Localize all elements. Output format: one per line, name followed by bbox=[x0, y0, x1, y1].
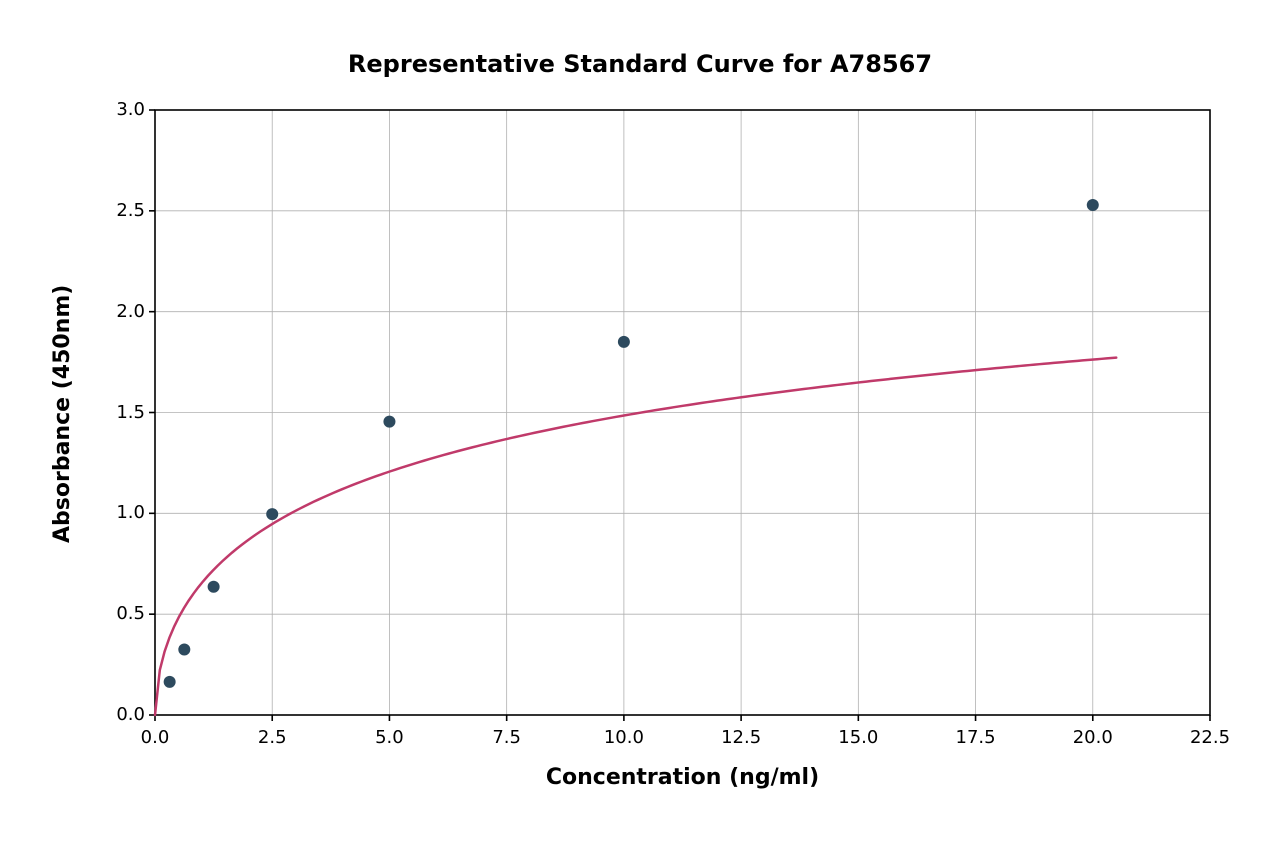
ytick-label: 0.5 bbox=[100, 603, 145, 624]
xtick-label: 20.0 bbox=[1068, 727, 1118, 748]
ytick-label: 1.5 bbox=[100, 402, 145, 423]
data-point bbox=[178, 643, 190, 655]
xtick-label: 15.0 bbox=[833, 727, 883, 748]
ytick-label: 2.0 bbox=[100, 301, 145, 322]
x-axis-label: Concentration (ng/ml) bbox=[155, 765, 1210, 790]
data-point bbox=[164, 676, 176, 688]
chart-svg bbox=[0, 0, 1280, 845]
xtick-label: 7.5 bbox=[482, 727, 532, 748]
y-axis-label: Absorbance (450nm) bbox=[50, 284, 75, 542]
xtick-label: 2.5 bbox=[247, 727, 297, 748]
data-point bbox=[383, 416, 395, 428]
data-point bbox=[1087, 199, 1099, 211]
xtick-label: 5.0 bbox=[364, 727, 414, 748]
xtick-label: 0.0 bbox=[130, 727, 180, 748]
ytick-label: 0.0 bbox=[100, 704, 145, 725]
xtick-label: 12.5 bbox=[716, 727, 766, 748]
data-point bbox=[618, 336, 630, 348]
chart-container: Representative Standard Curve for A78567… bbox=[0, 0, 1280, 845]
xtick-label: 10.0 bbox=[599, 727, 649, 748]
data-point bbox=[266, 508, 278, 520]
fitted-curve bbox=[155, 358, 1116, 715]
xtick-label: 17.5 bbox=[951, 727, 1001, 748]
data-point bbox=[208, 581, 220, 593]
xtick-label: 22.5 bbox=[1185, 727, 1235, 748]
ytick-label: 3.0 bbox=[100, 99, 145, 120]
ytick-label: 1.0 bbox=[100, 502, 145, 523]
ytick-label: 2.5 bbox=[100, 200, 145, 221]
